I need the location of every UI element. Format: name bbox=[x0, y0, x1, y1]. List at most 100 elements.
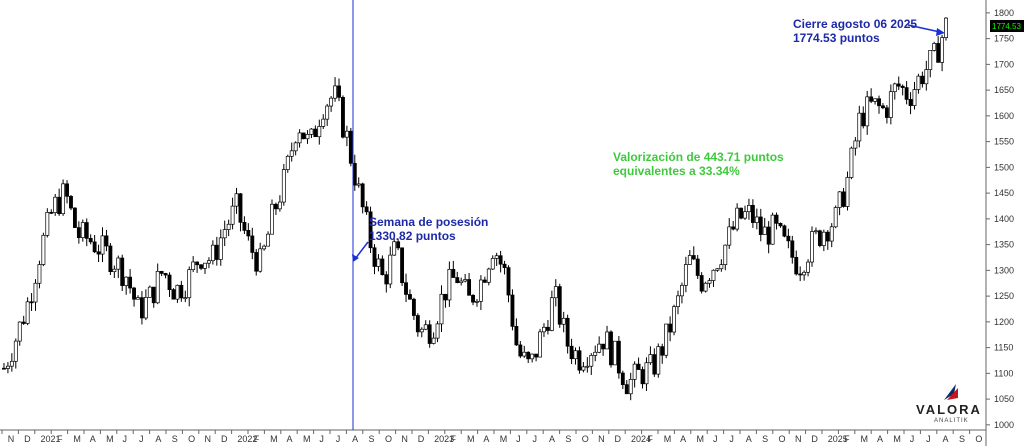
candle-body bbox=[305, 133, 310, 140]
x-tick-label: O bbox=[385, 434, 392, 444]
candle-body bbox=[72, 207, 77, 228]
x-tick-label: M bbox=[270, 434, 278, 444]
candle-body bbox=[498, 255, 503, 265]
candle-body bbox=[743, 211, 747, 219]
candle-body bbox=[770, 214, 775, 245]
candle-body bbox=[13, 340, 18, 362]
candle-body bbox=[502, 263, 507, 268]
candle-body bbox=[372, 247, 377, 267]
candle-body bbox=[940, 37, 945, 63]
y-tick-label: 1400 bbox=[994, 214, 1014, 224]
x-tick-label: A bbox=[352, 434, 358, 444]
entry-annotation-line2: 1330.82 puntos bbox=[369, 229, 456, 243]
candle-body bbox=[25, 301, 30, 324]
candle-body bbox=[151, 286, 156, 304]
x-tick-label: D bbox=[615, 434, 622, 444]
candle-body bbox=[246, 230, 251, 237]
candle-body bbox=[845, 177, 850, 207]
candle-body bbox=[786, 235, 791, 242]
candle-body bbox=[155, 270, 160, 304]
x-tick-label: D bbox=[418, 434, 425, 444]
candle-body bbox=[817, 230, 822, 246]
candle-body bbox=[680, 284, 684, 297]
candle-body bbox=[691, 255, 696, 260]
candle-body bbox=[262, 245, 267, 250]
x-tick-label: M bbox=[861, 434, 869, 444]
candle-body bbox=[821, 231, 826, 246]
candle-body bbox=[431, 337, 436, 344]
candle-body bbox=[333, 85, 337, 99]
y-tick-label: 1550 bbox=[994, 137, 1014, 147]
candle-body bbox=[163, 273, 168, 276]
candle-body bbox=[613, 340, 617, 366]
candle-body bbox=[167, 274, 172, 290]
candle-body bbox=[214, 244, 219, 260]
candle-body bbox=[344, 130, 349, 138]
x-tick-label: F bbox=[57, 434, 63, 444]
entry-arrowhead bbox=[352, 254, 359, 262]
candle-body bbox=[384, 274, 389, 285]
x-tick-label: M bbox=[73, 434, 81, 444]
candle-body bbox=[581, 366, 586, 371]
last-price-tag bbox=[990, 19, 1024, 32]
x-tick-label: A bbox=[746, 434, 752, 444]
candle-body bbox=[108, 245, 113, 273]
candle-body bbox=[408, 294, 412, 300]
candle-body bbox=[873, 98, 878, 102]
candle-body bbox=[435, 323, 440, 339]
candle-body bbox=[210, 244, 215, 262]
candle-body bbox=[620, 372, 625, 385]
x-tick-label: J bbox=[533, 434, 538, 444]
candle-body bbox=[21, 321, 26, 324]
candle-body bbox=[53, 196, 58, 213]
candle-body bbox=[5, 365, 10, 369]
candle-body bbox=[837, 191, 842, 208]
x-tick-label: F bbox=[254, 434, 260, 444]
candle-body bbox=[794, 257, 799, 275]
x-tick-label: A bbox=[877, 434, 883, 444]
candle-body bbox=[423, 324, 428, 330]
candle-body bbox=[274, 203, 278, 210]
candle-body bbox=[427, 324, 432, 344]
x-tick-label: S bbox=[762, 434, 768, 444]
candle-body bbox=[656, 346, 661, 375]
candle-body bbox=[124, 276, 129, 286]
candle-body bbox=[80, 222, 85, 238]
y-tick-label: 1200 bbox=[994, 317, 1014, 327]
x-tick-label: A bbox=[287, 434, 293, 444]
candle-body bbox=[857, 112, 862, 142]
candle-body bbox=[199, 264, 203, 269]
y-tick-label: 1750 bbox=[994, 34, 1014, 44]
candle-body bbox=[76, 227, 81, 238]
candle-body bbox=[380, 258, 385, 276]
candle-body bbox=[337, 85, 341, 98]
candle-body bbox=[368, 211, 373, 249]
candle-body bbox=[92, 241, 97, 253]
candle-body bbox=[447, 269, 452, 301]
candle-body bbox=[672, 306, 676, 333]
candle-body bbox=[841, 191, 846, 207]
candle-body bbox=[100, 235, 105, 255]
candle-body bbox=[636, 363, 641, 370]
candle-body bbox=[561, 317, 566, 325]
last-price-label: 1774.53 bbox=[992, 22, 1021, 31]
x-tick-label: 2024 bbox=[631, 434, 651, 444]
candle-body bbox=[17, 321, 22, 342]
candle-body bbox=[175, 284, 180, 300]
x-tick-label: N bbox=[401, 434, 408, 444]
x-tick-label: N bbox=[795, 434, 802, 444]
candle-body bbox=[195, 261, 200, 266]
candle-body bbox=[84, 222, 89, 239]
candle-body bbox=[419, 328, 424, 333]
candle-body bbox=[892, 83, 897, 93]
candle-body bbox=[750, 205, 755, 223]
candle-body bbox=[2, 367, 6, 370]
y-tick-label: 1650 bbox=[994, 85, 1014, 95]
candle-body bbox=[664, 323, 669, 356]
x-tick-label: M bbox=[500, 434, 508, 444]
x-tick-label: A bbox=[943, 434, 949, 444]
candle-body bbox=[136, 297, 140, 300]
candle-body bbox=[486, 268, 491, 283]
x-tick-label: 2025 bbox=[828, 434, 848, 444]
candle-body bbox=[45, 211, 50, 236]
